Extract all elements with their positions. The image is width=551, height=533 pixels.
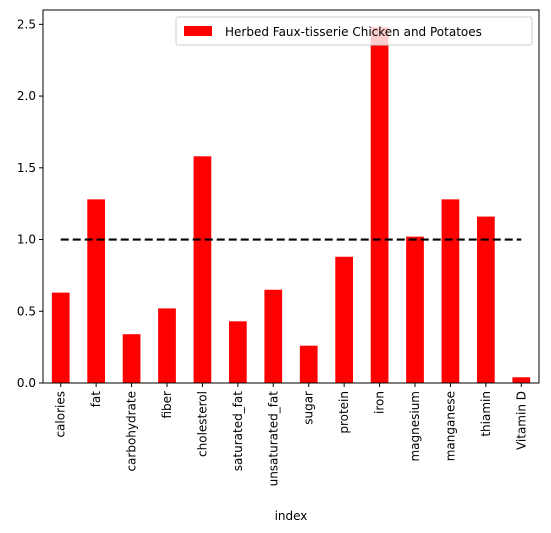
legend-box: [175, 16, 533, 46]
x-tick-label: thiamin: [479, 391, 493, 437]
bar-iron: [370, 27, 389, 383]
bars-group: [51, 27, 531, 383]
x-axis: calories fat carbohydrate fiber cholesterol s…: [54, 383, 528, 487]
bar-calories: [51, 292, 70, 383]
plot-frame: [42, 9, 540, 384]
legend-swatch: [184, 26, 212, 36]
y-tick-label: 2.5: [17, 17, 36, 31]
bar-Vitamin D: [512, 377, 531, 383]
bar-saturated_fat: [229, 321, 247, 383]
x-tick-label: iron: [373, 391, 387, 414]
bar-fat: [87, 199, 105, 383]
bar-cholesterol: [193, 156, 212, 383]
bar-sugar: [299, 345, 318, 383]
legend-label: Herbed Faux-tisserie Chicken and Potatoe…: [225, 25, 482, 39]
x-axis-label: index: [275, 509, 308, 523]
x-tick-label: protein: [337, 391, 351, 434]
y-tick-label: 1.0: [17, 233, 36, 247]
bar-carbohydrate: [122, 334, 141, 383]
y-tick-label: 0.5: [17, 304, 36, 318]
x-tick-label: sugar: [302, 391, 316, 425]
x-tick-label: carbohydrate: [125, 391, 139, 472]
x-tick-label: calories: [54, 391, 68, 438]
x-tick-label: fat: [89, 391, 103, 408]
y-tick-label: 2.0: [17, 89, 36, 103]
x-tick-label: saturated_fat: [231, 391, 245, 471]
x-tick-label: unsaturated_fat: [266, 391, 280, 487]
bar-unsaturated_fat: [264, 289, 283, 383]
x-tick-label: manganese: [443, 391, 457, 461]
x-tick-label: Vitamin D: [514, 391, 528, 450]
bar-manganese: [441, 199, 460, 383]
y-axis: 0.0 0.5 1.0 1.5 2.0 2.5: [17, 17, 43, 390]
y-tick-label: 1.5: [17, 161, 36, 175]
bar-fiber: [158, 308, 176, 383]
x-tick-label: magnesium: [408, 391, 422, 462]
x-tick-label: cholesterol: [195, 391, 209, 457]
x-tick-label: fiber: [160, 391, 174, 419]
bar-thiamin: [477, 216, 495, 383]
legend: Herbed Faux-tisserie Chicken and Potatoe…: [175, 16, 533, 46]
bar-protein: [335, 256, 353, 383]
y-tick-label: 0.0: [17, 376, 36, 390]
bar-magnesium: [406, 236, 424, 383]
